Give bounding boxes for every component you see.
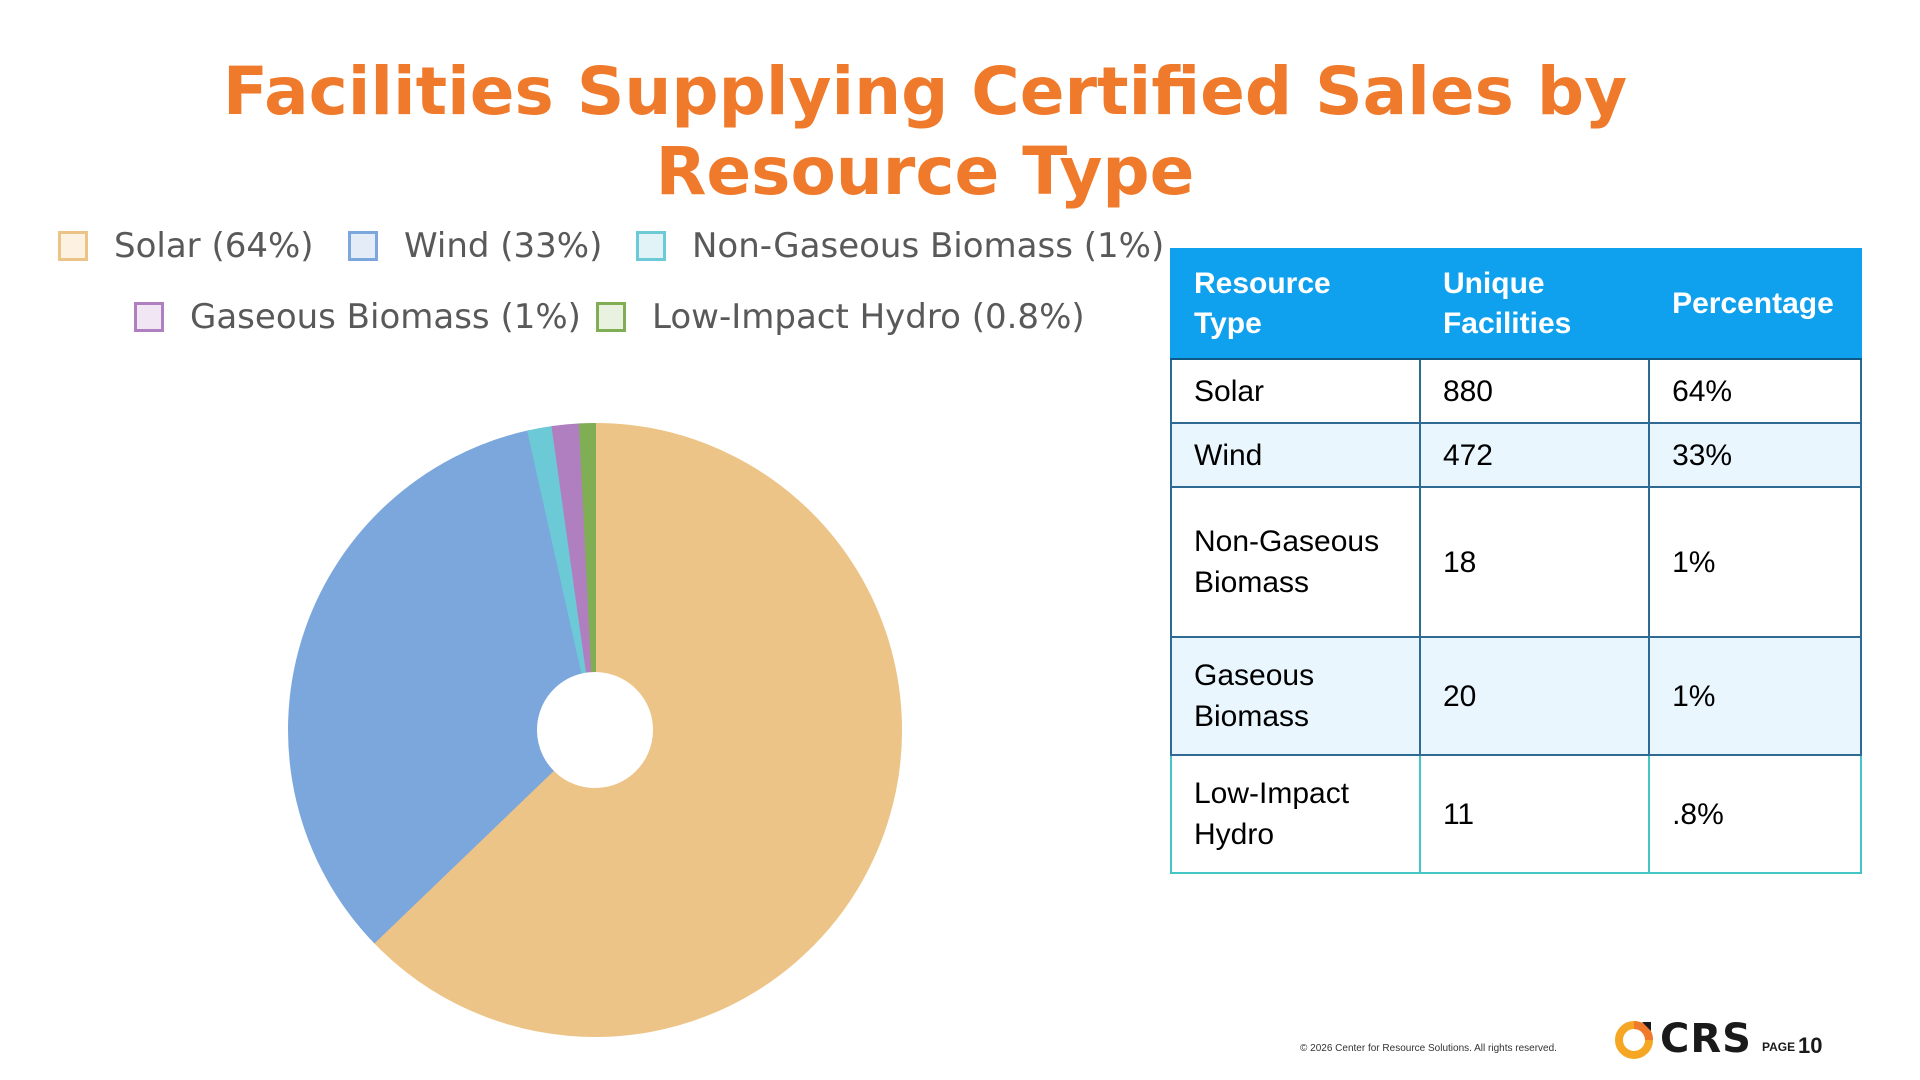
cell-resource: Solar xyxy=(1170,358,1421,424)
crs-logo: CRS xyxy=(1614,1016,1752,1062)
cell-facilities: 880 xyxy=(1418,358,1651,424)
header-unique-facilities: Unique Facilities xyxy=(1418,248,1651,360)
donut-slice-wind xyxy=(288,430,584,944)
crs-logo-icon xyxy=(1615,1021,1653,1059)
header-resource-type: Resource Type xyxy=(1170,248,1421,360)
legend-swatch-low-impact-hydro xyxy=(596,302,626,332)
header-percentage: Percentage xyxy=(1648,248,1862,360)
cell-percentage: 1% xyxy=(1648,486,1862,638)
legend-swatch-non-gaseous-biomass xyxy=(636,231,666,261)
legend-label-gaseous-biomass: Gaseous Biomass (1%) xyxy=(190,297,581,337)
legend-swatch-wind xyxy=(348,231,378,261)
table-row: Solar 880 64% xyxy=(1170,358,1862,424)
title-line-1: Facilities Supplying Certified Sales by xyxy=(222,53,1628,130)
donut-chart xyxy=(288,422,902,1037)
legend-item-solar: Solar (64%) xyxy=(58,226,314,266)
table-row: Gaseous Biomass 20 1% xyxy=(1170,636,1862,756)
logo-text: CRS xyxy=(1660,1016,1752,1062)
cell-resource: Non-Gaseous Biomass xyxy=(1170,486,1421,638)
copyright-text: © 2026 Center for Resource Solutions. Al… xyxy=(1300,1043,1557,1054)
cell-percentage: 33% xyxy=(1648,422,1862,488)
cell-facilities: 11 xyxy=(1418,754,1651,874)
table-row: Non-Gaseous Biomass 18 1% xyxy=(1170,486,1862,638)
legend-item-low-impact-hydro: Low-Impact Hydro (0.8%) xyxy=(596,297,1085,337)
legend-label-solar: Solar (64%) xyxy=(114,226,314,266)
cell-resource: Gaseous Biomass xyxy=(1170,636,1421,756)
cell-percentage: 64% xyxy=(1648,358,1862,424)
table-header-row: Resource Type Unique Facilities Percenta… xyxy=(1170,248,1862,360)
cell-facilities: 472 xyxy=(1418,422,1651,488)
legend-item-gaseous-biomass: Gaseous Biomass (1%) xyxy=(134,297,581,337)
donut-slice-low-impact-hydro xyxy=(578,422,596,673)
title-line-2: Resource Type xyxy=(655,133,1195,210)
legend-swatch-solar xyxy=(58,231,88,261)
page-number: 10 xyxy=(1798,1033,1823,1058)
legend-label-low-impact-hydro: Low-Impact Hydro (0.8%) xyxy=(652,297,1085,337)
table-row: Low-Impact Hydro 11 .8% xyxy=(1170,754,1862,874)
page-label: PAGE xyxy=(1762,1040,1796,1054)
legend-label-non-gaseous-biomass: Non-Gaseous Biomass (1%) xyxy=(692,226,1165,266)
cell-facilities: 20 xyxy=(1418,636,1651,756)
resource-table: Resource Type Unique Facilities Percenta… xyxy=(1170,248,1862,874)
legend-item-non-gaseous-biomass: Non-Gaseous Biomass (1%) xyxy=(636,226,1164,266)
legend-swatch-gaseous-biomass xyxy=(134,302,164,332)
legend-item-wind: Wind (33%) xyxy=(348,226,602,266)
donut-slice-solar xyxy=(373,422,902,1037)
table-row: Wind 472 33% xyxy=(1170,422,1862,488)
cell-resource: Low-Impact Hydro xyxy=(1170,754,1421,874)
cell-facilities: 18 xyxy=(1418,486,1651,638)
cell-resource: Wind xyxy=(1170,422,1421,488)
legend-label-wind: Wind (33%) xyxy=(404,226,603,266)
cell-percentage: .8% xyxy=(1648,754,1862,874)
cell-percentage: 1% xyxy=(1648,636,1862,756)
slide-title: Facilities Supplying Certified Sales by … xyxy=(200,52,1650,212)
